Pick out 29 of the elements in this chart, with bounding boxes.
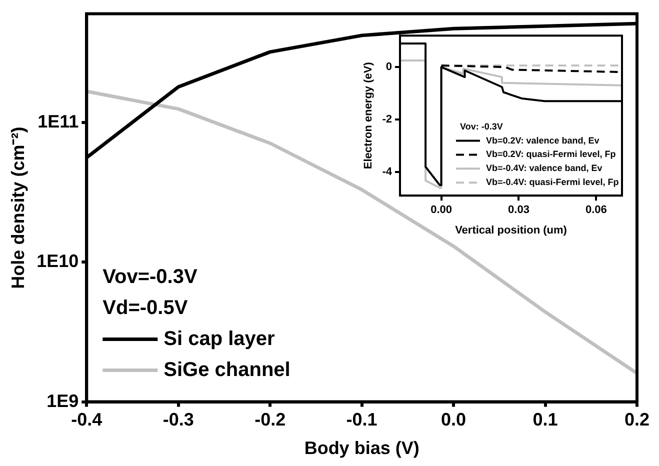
x-tick-label: -0.2 <box>254 410 286 430</box>
x-tick-label: 0.03 <box>508 204 530 216</box>
x-axis-title: Vertical position (um) <box>455 224 568 236</box>
legend-label: Vb=-0.4V: valence band, Ev <box>486 163 602 174</box>
y-tick-label: 1E11 <box>38 111 79 132</box>
legend-label: Si cap layer <box>164 328 276 350</box>
annotation: Vov=-0.3V <box>102 266 198 288</box>
x-tick-label: -0.1 <box>346 410 378 430</box>
y-tick-label: 1E9 <box>46 390 79 411</box>
y-tick-label: -4 <box>382 166 393 178</box>
x-tick-label: 0.0 <box>441 410 466 430</box>
y-tick-label: 1E10 <box>36 251 79 272</box>
x-tick-label: -0.4 <box>71 410 102 430</box>
legend-label: Vb=-0.4V: quasi-Fermi level, Fp <box>486 177 620 188</box>
x-tick-label: 0.2 <box>624 410 650 430</box>
legend-label: Vb=0.2V: valence band, Ev <box>486 135 600 146</box>
y-axis-title: Hole density (cm⁻²) <box>8 126 28 289</box>
x-tick-label: 0.1 <box>532 410 558 430</box>
y-axis-title: Electron energy (eV) <box>362 62 375 170</box>
legend-label: Vb=0.2V: quasi-Fermi level, Fp <box>486 149 616 160</box>
legend-label: SiGe channel <box>164 358 290 381</box>
y-tick-label: 0 <box>386 61 392 74</box>
x-tick-label: 0.00 <box>430 204 452 216</box>
x-tick-label: -0.3 <box>162 410 194 430</box>
legend-title: Vov: -0.3V <box>460 121 503 132</box>
x-tick-label: 0.06 <box>585 204 607 216</box>
annotation: Vd=-0.5V <box>102 296 188 319</box>
y-tick-label: -2 <box>382 114 392 126</box>
x-axis-title: Body bias (V) <box>304 438 420 458</box>
